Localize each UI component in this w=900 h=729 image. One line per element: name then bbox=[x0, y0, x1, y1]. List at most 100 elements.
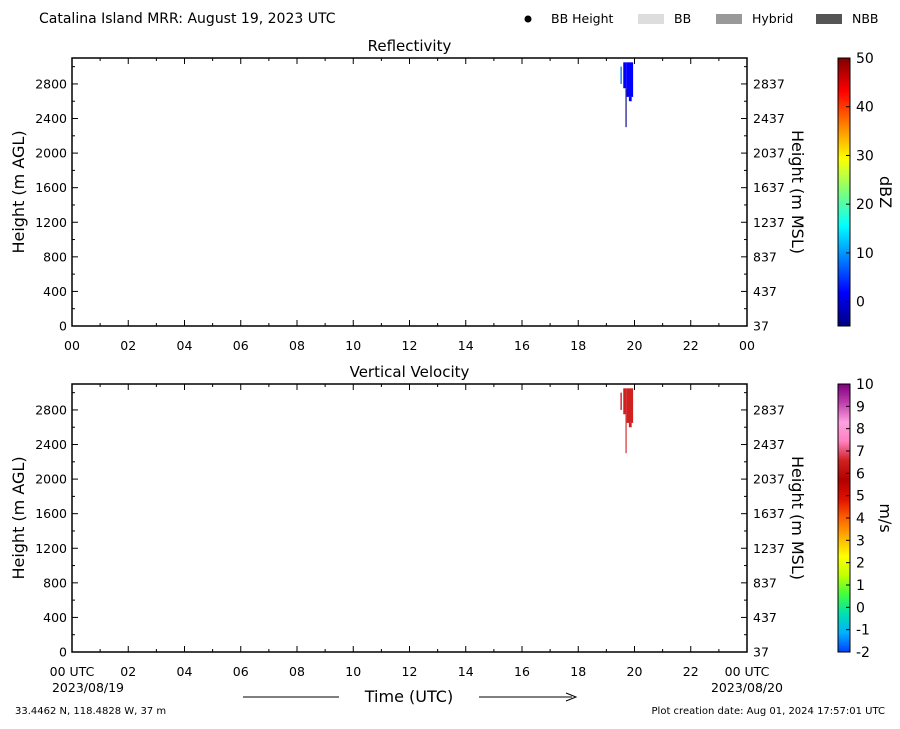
colorbar-tick-label: 2 bbox=[856, 556, 865, 572]
legend-patch-bb bbox=[638, 14, 664, 24]
colorbar-tick-label: 3 bbox=[856, 533, 865, 549]
colorbar-unit-label: m/s bbox=[876, 503, 895, 532]
x-tick-label: 08 bbox=[289, 338, 305, 353]
bb-height-dot-icon bbox=[524, 15, 532, 23]
legend-patch-hybrid bbox=[716, 14, 742, 24]
echo-cell bbox=[625, 414, 627, 454]
echo-cell bbox=[628, 422, 632, 428]
plot-frame bbox=[71, 383, 748, 653]
start-date-label: 2023/08/19 bbox=[52, 680, 124, 695]
y-tick-label-agl: 0 bbox=[59, 645, 67, 660]
y-axis-label-msl: Height (m MSL) bbox=[788, 130, 807, 254]
y-tick-label-msl: 837 bbox=[753, 575, 777, 590]
y-tick-label-msl: 437 bbox=[753, 610, 777, 625]
colorbar-tick-label: 7 bbox=[856, 444, 865, 460]
echo-cell bbox=[626, 62, 634, 97]
panel-title: Vertical Velocity bbox=[350, 363, 470, 381]
x-tick-label: 22 bbox=[683, 664, 699, 679]
x-tick-label: 08 bbox=[289, 664, 305, 679]
colorbar-tick-label: 0 bbox=[856, 600, 865, 616]
x-tick-label: 16 bbox=[514, 338, 530, 353]
legend-label: BB Height bbox=[551, 11, 614, 26]
y-tick-label-msl: 437 bbox=[753, 284, 777, 299]
x-tick-label: 04 bbox=[177, 338, 193, 353]
y-tick-label-agl: 2800 bbox=[35, 76, 67, 91]
colorbar-tick-label: 8 bbox=[856, 422, 865, 438]
y-tick-label-agl: 400 bbox=[43, 284, 67, 299]
y-axis-label-agl: Height (m AGL) bbox=[9, 130, 28, 253]
category-legend: BB Height BB Hybrid NBB bbox=[524, 11, 879, 26]
y-tick-label-msl: 1237 bbox=[753, 541, 785, 556]
time-arrow-head-icon bbox=[565, 692, 578, 702]
x-tick-label: 10 bbox=[345, 338, 361, 353]
x-tick-label: 10 bbox=[345, 664, 361, 679]
legend-label: NBB bbox=[852, 11, 879, 26]
y-tick-label-msl: 1637 bbox=[753, 180, 785, 195]
echo-cell bbox=[623, 388, 627, 415]
y-tick-label-agl: 400 bbox=[43, 610, 67, 625]
x-tick-label: 00 UTC bbox=[50, 664, 95, 679]
x-tick-label: 18 bbox=[570, 338, 586, 353]
echo-cell bbox=[625, 88, 627, 128]
y-tick-label-msl: 837 bbox=[753, 249, 777, 264]
y-tick-label-msl: 1237 bbox=[753, 215, 785, 230]
y-axis-label-agl: Height (m AGL) bbox=[9, 456, 28, 579]
end-date-label: 2023/08/20 bbox=[711, 680, 783, 695]
x-tick-label: 14 bbox=[458, 664, 474, 679]
x-tick-label: 18 bbox=[570, 664, 586, 679]
x-tick-label: 00 bbox=[739, 338, 755, 353]
y-tick-label-agl: 1600 bbox=[35, 506, 67, 521]
x-tick-label: 22 bbox=[683, 338, 699, 353]
x-tick-label: 12 bbox=[402, 338, 418, 353]
colorbar-tick-label: 30 bbox=[856, 148, 874, 164]
y-tick-label-msl: 2437 bbox=[753, 111, 785, 126]
colorbar-tick-label: 1 bbox=[856, 578, 865, 594]
colorbar-tick-label: 10 bbox=[856, 377, 874, 393]
y-tick-label-agl: 2400 bbox=[35, 111, 67, 126]
y-tick-label-agl: 0 bbox=[59, 319, 67, 334]
y-tick-label-agl: 1200 bbox=[35, 215, 67, 230]
y-tick-label-msl: 2037 bbox=[753, 472, 785, 487]
colorbar-tick-label: 4 bbox=[856, 511, 865, 527]
x-tick-label: 04 bbox=[177, 664, 193, 679]
plot-frame bbox=[71, 57, 748, 327]
y-tick-label-msl: 2837 bbox=[753, 402, 785, 417]
colorbar-tick-label: 0 bbox=[856, 295, 865, 311]
x-axis-label: Time (UTC) bbox=[364, 687, 453, 706]
colorbar-tick-label: 6 bbox=[856, 466, 865, 482]
x-tick-label: 16 bbox=[514, 664, 530, 679]
colorbar-tick-label: 9 bbox=[856, 399, 865, 415]
x-tick-label: 00 UTC bbox=[725, 664, 770, 679]
x-tick-label: 06 bbox=[233, 664, 249, 679]
y-tick-label-msl: 2837 bbox=[753, 76, 785, 91]
echo-cell bbox=[626, 388, 634, 423]
x-tick-label: 20 bbox=[627, 664, 643, 679]
colorbar-tick-label: 20 bbox=[856, 197, 874, 213]
y-tick-label-msl: 37 bbox=[753, 319, 769, 334]
echo-cell bbox=[628, 96, 632, 102]
echo-cell bbox=[620, 66, 622, 84]
y-tick-label-msl: 2437 bbox=[753, 437, 785, 452]
y-tick-label-msl: 37 bbox=[753, 645, 769, 660]
x-tick-label: 06 bbox=[233, 338, 249, 353]
y-tick-label-msl: 2037 bbox=[753, 146, 785, 161]
y-tick-label-agl: 800 bbox=[43, 249, 67, 264]
x-tick-label: 20 bbox=[627, 338, 643, 353]
x-tick-label: 14 bbox=[458, 338, 474, 353]
y-axis-label-msl: Height (m MSL) bbox=[788, 456, 807, 580]
legend-label: BB bbox=[674, 11, 691, 26]
panel-title: Reflectivity bbox=[368, 37, 452, 55]
x-tick-label: 02 bbox=[120, 338, 136, 353]
y-tick-label-agl: 2000 bbox=[35, 146, 67, 161]
echo-cell bbox=[620, 392, 622, 410]
legend-patch-nbb bbox=[816, 14, 842, 24]
colorbar-unit-label: dBZ bbox=[876, 176, 895, 208]
x-tick-label: 02 bbox=[120, 664, 136, 679]
y-tick-label-agl: 2400 bbox=[35, 437, 67, 452]
colorbar-tick-label: -1 bbox=[856, 623, 870, 639]
colorbar-tick-label: 5 bbox=[856, 489, 865, 505]
